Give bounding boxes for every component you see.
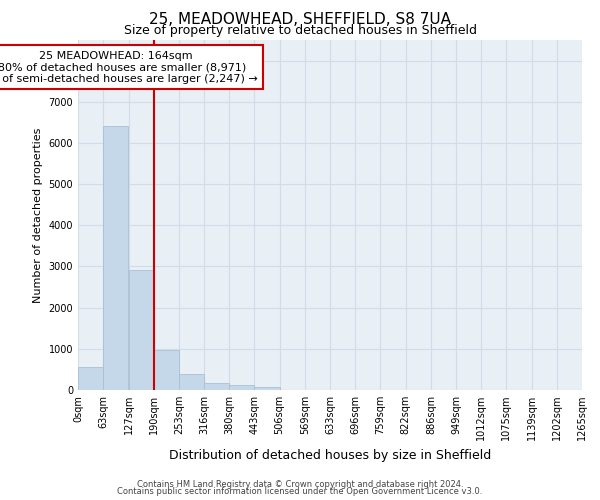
Bar [154,350,179,390]
X-axis label: Distribution of detached houses by size in Sheffield: Distribution of detached houses by size … [169,448,491,462]
Bar [254,386,280,390]
Text: 25, MEADOWHEAD, SHEFFIELD, S8 7UA: 25, MEADOWHEAD, SHEFFIELD, S8 7UA [149,12,451,28]
Bar [103,126,128,390]
Bar [78,367,103,390]
Text: 25 MEADOWHEAD: 164sqm
← 80% of detached houses are smaller (8,971)
20% of semi-d: 25 MEADOWHEAD: 164sqm ← 80% of detached … [0,50,258,84]
Text: Contains public sector information licensed under the Open Government Licence v3: Contains public sector information licen… [118,487,482,496]
Text: Contains HM Land Registry data © Crown copyright and database right 2024.: Contains HM Land Registry data © Crown c… [137,480,463,489]
Y-axis label: Number of detached properties: Number of detached properties [33,128,43,302]
Bar [204,383,229,390]
Bar [229,386,254,390]
Bar [179,374,204,390]
Text: Size of property relative to detached houses in Sheffield: Size of property relative to detached ho… [124,24,476,37]
Bar [128,270,154,390]
